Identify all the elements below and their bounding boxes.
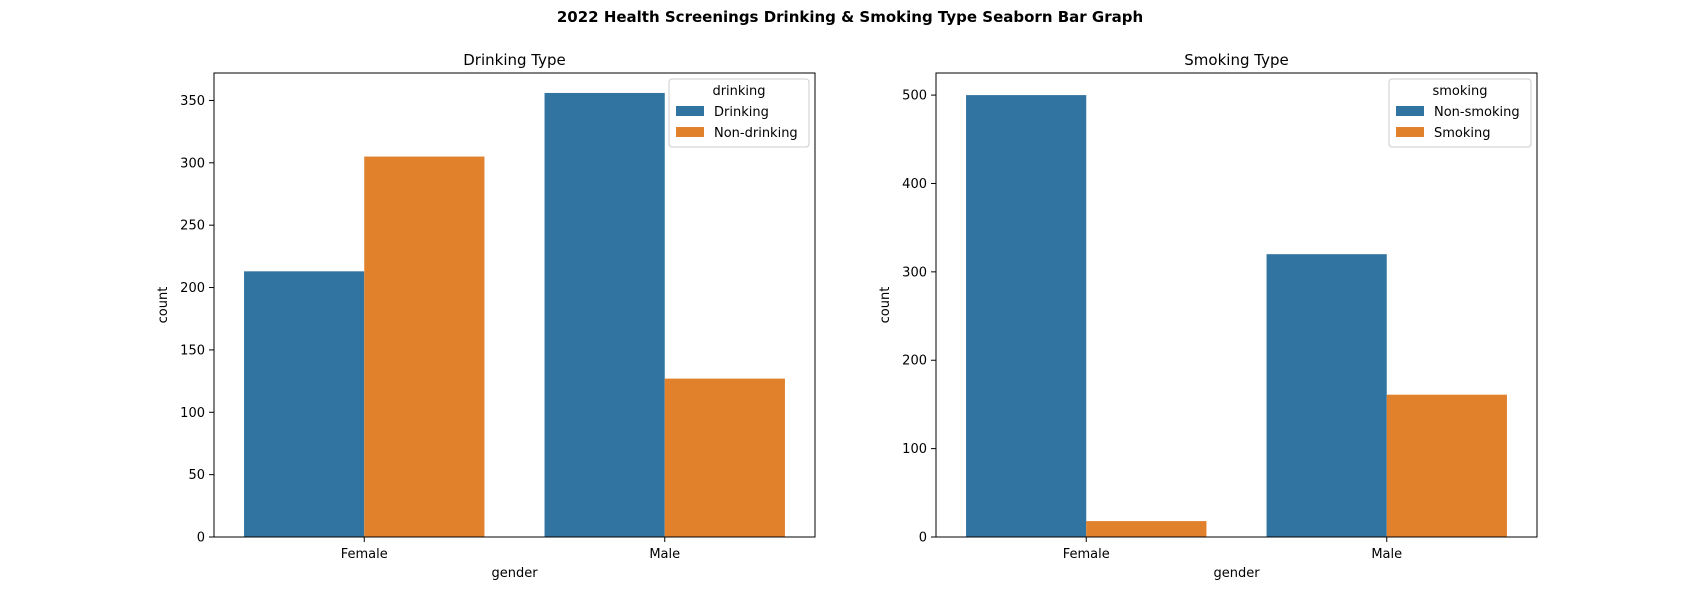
chart-title: Smoking Type — [1184, 51, 1288, 69]
chart-title: Drinking Type — [463, 51, 566, 69]
legend-entry: Non-smoking — [1434, 105, 1520, 120]
y-tick-label: 300 — [902, 265, 927, 280]
figure-title: 2022 Health Screenings Drinking & Smokin… — [556, 8, 1144, 26]
x-tick-label: Female — [1063, 547, 1110, 562]
y-tick-label: 500 — [902, 89, 927, 104]
bar-non-drinking-female — [364, 156, 485, 537]
legend: drinking Drinking Non-drinking — [668, 78, 810, 148]
x-tick-label: Male — [649, 547, 680, 562]
bar-non-smoking-female — [966, 95, 1087, 537]
legend-entry: Non-drinking — [714, 126, 798, 141]
y-axis-label: count — [878, 287, 893, 324]
axes-frame — [935, 72, 1538, 538]
y-tick-label: 50 — [188, 468, 205, 483]
legend-entry: Smoking — [1434, 126, 1491, 141]
y-tick-label: 100 — [902, 442, 927, 457]
x-tick-label: Male — [1371, 547, 1402, 562]
y-axis-label: count — [156, 287, 171, 324]
y-tick-label: 200 — [180, 281, 205, 296]
legend-entry: Drinking — [714, 105, 769, 120]
legend-title: smoking — [1432, 84, 1487, 99]
legend-swatch — [676, 106, 704, 116]
y-tick-label: 350 — [180, 94, 205, 109]
x-axis-label: gender — [1213, 566, 1260, 581]
axes-frame — [213, 72, 816, 538]
legend-swatch — [1396, 127, 1424, 137]
bar-drinking-female — [244, 271, 365, 537]
legend: smoking Non-smoking Smoking — [1388, 78, 1532, 148]
y-tick-label: 100 — [180, 406, 205, 421]
bar-non-smoking-male — [1266, 254, 1387, 537]
y-tick-label: 250 — [180, 219, 205, 234]
x-axis-label: gender — [491, 566, 538, 581]
x-tick-label: Female — [341, 547, 388, 562]
y-tick-label: 150 — [180, 343, 205, 358]
y-tick-label: 0 — [197, 531, 205, 546]
bar-smoking-female — [1086, 521, 1207, 537]
chart-panel-1: Drinking Type 0 50 100 150 200 250 300 350 Female… — [156, 51, 816, 581]
legend-swatch — [1396, 106, 1424, 116]
legend-box — [1388, 78, 1532, 148]
y-tick-label: 0 — [919, 531, 927, 546]
bar-non-drinking-male — [664, 378, 785, 537]
y-tick-label: 200 — [902, 354, 927, 369]
y-tick-label: 300 — [180, 156, 205, 171]
bar-smoking-male — [1386, 394, 1507, 537]
chart-panel-2: Smoking Type 0 100 200 300 400 500 Female Male ge… — [878, 51, 1538, 581]
bar-drinking-male — [544, 92, 665, 538]
y-tick-label: 400 — [902, 177, 927, 192]
legend-title: drinking — [712, 84, 765, 99]
legend-swatch — [676, 127, 704, 137]
